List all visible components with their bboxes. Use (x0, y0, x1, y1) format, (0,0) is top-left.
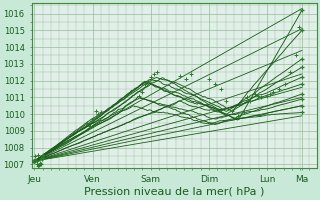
X-axis label: Pression niveau de la mer( hPa ): Pression niveau de la mer( hPa ) (84, 187, 264, 197)
